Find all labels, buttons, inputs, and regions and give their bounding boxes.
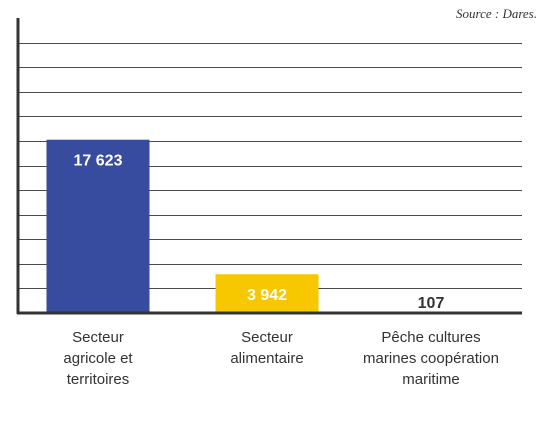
- bar: [46, 139, 150, 313]
- category-label-line: marines coopération: [363, 350, 499, 367]
- bar: [215, 274, 319, 313]
- category-label-line: Pêche cultures: [381, 329, 481, 346]
- category-label: Secteur alimentaire: [182, 327, 352, 369]
- category-label: Pêche cultures marines coopération maritim…: [346, 327, 516, 390]
- category-label-line: alimentaire: [230, 350, 304, 367]
- bar-value-label: 17 623: [74, 153, 123, 170]
- category-label: Secteur agricole et territoires: [13, 327, 183, 390]
- bar-value-label: 107: [418, 295, 445, 312]
- category-label-line: maritime: [402, 371, 460, 388]
- category-label-line: agricole et: [63, 350, 133, 367]
- source-note: Source : Dares.: [456, 6, 537, 21]
- category-label-line: territoires: [66, 371, 130, 388]
- category-label-line: Secteur: [72, 329, 124, 346]
- category-label-line: Secteur: [241, 329, 293, 346]
- bar-value-label: 3 942: [247, 287, 287, 304]
